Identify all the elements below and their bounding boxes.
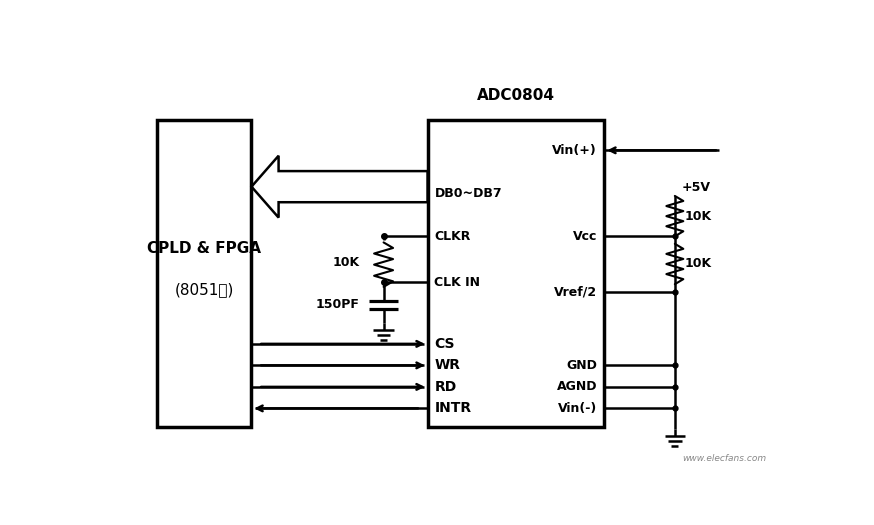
Text: Vref/2: Vref/2 bbox=[554, 285, 597, 298]
Text: WR: WR bbox=[434, 359, 461, 372]
Bar bbox=[156, 120, 252, 427]
Text: (8051单): (8051单) bbox=[175, 282, 233, 297]
Text: CS: CS bbox=[434, 337, 454, 351]
Text: CLK IN: CLK IN bbox=[434, 276, 481, 289]
Text: +5V: +5V bbox=[682, 181, 711, 194]
Text: Vin(+): Vin(+) bbox=[552, 144, 597, 157]
Text: CPLD & FPGA: CPLD & FPGA bbox=[147, 242, 261, 256]
Text: RD: RD bbox=[434, 380, 456, 394]
Text: AGND: AGND bbox=[557, 381, 597, 393]
Bar bbox=[427, 120, 604, 427]
Text: 150PF: 150PF bbox=[316, 298, 360, 311]
Text: 10K: 10K bbox=[333, 256, 360, 269]
Text: 10K: 10K bbox=[685, 257, 712, 270]
Text: Vcc: Vcc bbox=[572, 230, 597, 243]
Text: CLKR: CLKR bbox=[434, 230, 471, 243]
Text: Vin(-): Vin(-) bbox=[558, 402, 597, 415]
Text: GND: GND bbox=[566, 359, 597, 372]
Text: www.elecfans.com: www.elecfans.com bbox=[682, 454, 766, 463]
Text: 10K: 10K bbox=[685, 209, 712, 223]
Text: DB0~DB7: DB0~DB7 bbox=[434, 187, 502, 200]
Text: INTR: INTR bbox=[434, 402, 471, 415]
Text: ADC0804: ADC0804 bbox=[476, 88, 555, 103]
